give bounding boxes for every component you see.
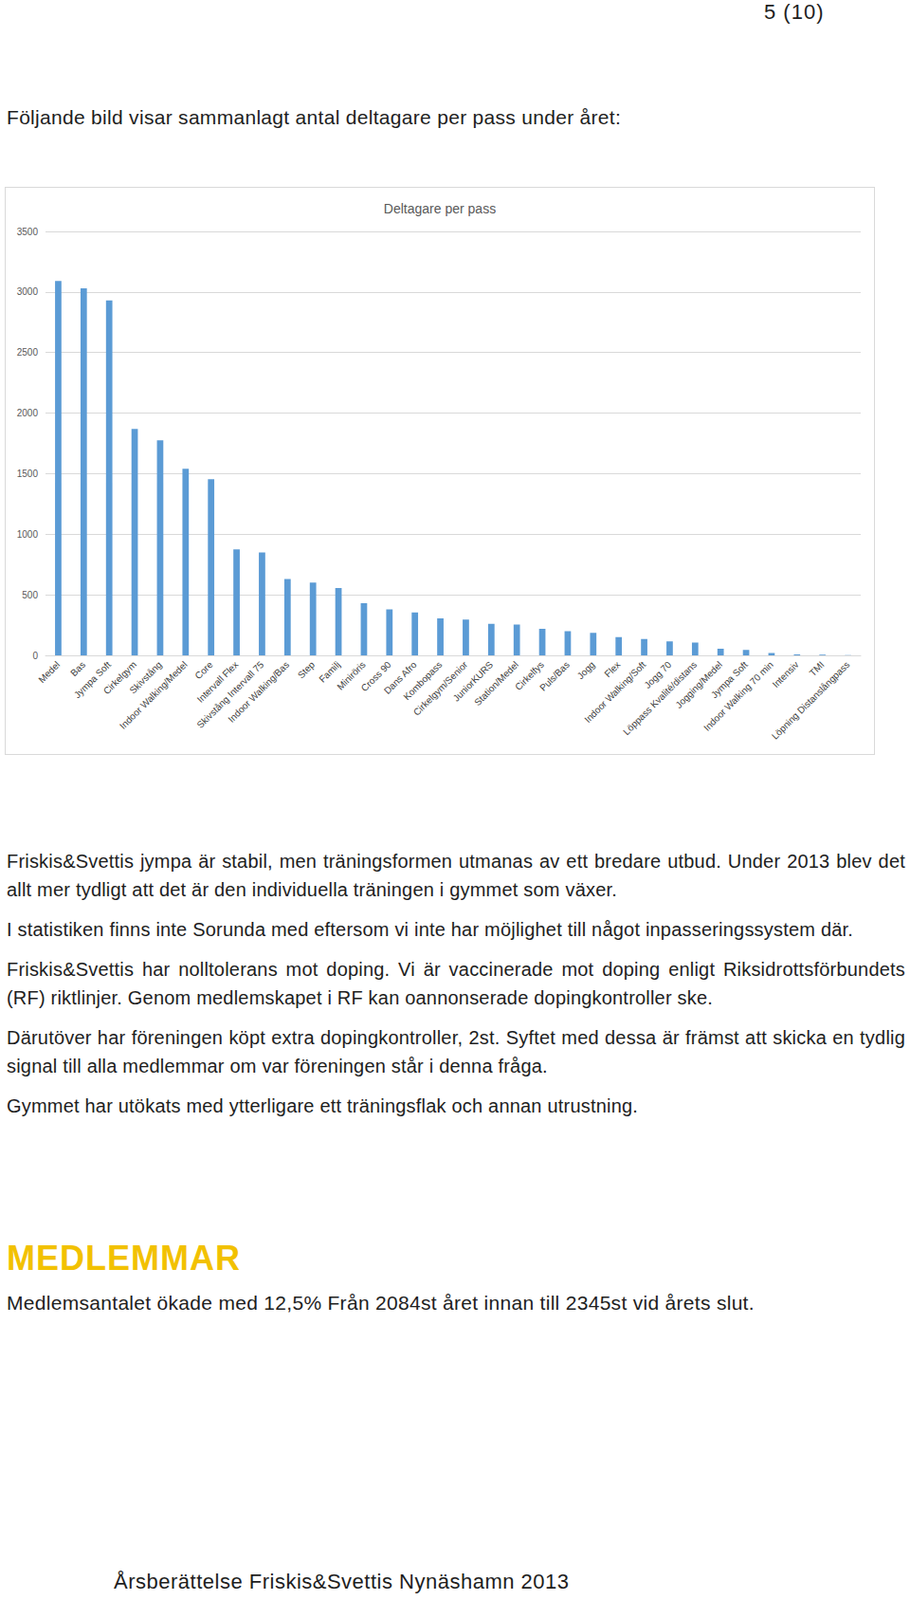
html-text:5 (10): 5 (10) bbox=[764, 0, 825, 24]
svg-text:Kombopass: Kombopass bbox=[401, 658, 445, 702]
html-text:Därutöver har föreningen köpt: Därutöver har föreningen köpt extra dopi… bbox=[6, 1026, 906, 1076]
svg-text:Jogg: Jogg bbox=[575, 658, 598, 681]
html-text:Följande bild visar sammanlagt: Följande bild visar sammanlagt antal del… bbox=[6, 106, 621, 128]
svg-text:Cross 90: Cross 90 bbox=[358, 658, 394, 694]
svg-text:1500: 1500 bbox=[17, 468, 39, 479]
html-text:Medlemsantalet ökade med 12,5%: Medlemsantalet ökade med 12,5% Från 2084… bbox=[6, 1291, 755, 1313]
html-text:Gymmet har utökats med ytterli: Gymmet har utökats med ytterligare ett t… bbox=[6, 1094, 638, 1116]
html-text:Årsberättelse Friskis&Svettis: Årsberättelse Friskis&Svettis Nynäshamn … bbox=[113, 1568, 570, 1593]
svg-text:Dans Afro: Dans Afro bbox=[381, 658, 419, 696]
svg-text:Jympa Soft: Jympa Soft bbox=[708, 658, 750, 700]
html-text:Friskis&Svettis jympa är stabi: Friskis&Svettis jympa är stabil, men trä… bbox=[6, 850, 906, 900]
svg-text:3500: 3500 bbox=[17, 226, 39, 237]
svg-text:Deltagare per pass: Deltagare per pass bbox=[383, 200, 496, 217]
svg-text:Bas: Bas bbox=[68, 658, 88, 678]
svg-text:Intensiv: Intensiv bbox=[770, 658, 801, 690]
svg-text:1000: 1000 bbox=[17, 528, 39, 540]
svg-text:Indoor Walking/Medel: Indoor Walking/Medel bbox=[117, 658, 190, 731]
svg-text:JuniorKURS: JuniorKURS bbox=[450, 658, 496, 704]
svg-text:500: 500 bbox=[21, 589, 38, 601]
svg-text:Miniröris: Miniröris bbox=[334, 658, 368, 692]
svg-text:TMI: TMI bbox=[807, 658, 827, 678]
svg-text:Skivstång: Skivstång bbox=[127, 658, 164, 696]
svg-text:Löpning Distanslångpass: Löpning Distanslångpass bbox=[769, 658, 853, 742]
svg-text:0: 0 bbox=[32, 650, 38, 661]
svg-text:Löppass Kvalité/distans: Löppass Kvalité/distans bbox=[621, 658, 699, 737]
svg-text:Indoor Walking/Bas: Indoor Walking/Bas bbox=[225, 658, 292, 725]
svg-text:Familj: Familj bbox=[316, 658, 343, 685]
svg-text:Flex: Flex bbox=[601, 658, 622, 679]
svg-text:Jogging/Medel: Jogging/Medel bbox=[673, 658, 725, 710]
svg-text:2000: 2000 bbox=[17, 407, 39, 419]
svg-text:Puls/Bas: Puls/Bas bbox=[537, 658, 572, 693]
svg-text:Station/Medel: Station/Medel bbox=[472, 658, 521, 708]
svg-text:Cirkelgym/Senior: Cirkelgym/Senior bbox=[411, 658, 470, 718]
html-text:Friskis&Svettis har nolltolera: Friskis&Svettis har nolltolerans mot dop… bbox=[6, 958, 906, 1008]
svg-text:Indoor Walking 70 min: Indoor Walking 70 min bbox=[701, 658, 776, 733]
svg-text:Jympa Soft: Jympa Soft bbox=[72, 658, 113, 700]
svg-text:Core: Core bbox=[192, 658, 215, 681]
svg-text:Step: Step bbox=[295, 658, 318, 681]
svg-text:Jogg 70: Jogg 70 bbox=[642, 658, 674, 691]
svg-text:3000: 3000 bbox=[17, 286, 39, 297]
html-text:I statistiken finns inte Sorun: I statistiken finns inte Sorunda med eft… bbox=[6, 918, 854, 940]
svg-text:Intervall Flex: Intervall Flex bbox=[194, 658, 241, 705]
svg-text:2500: 2500 bbox=[17, 346, 39, 358]
svg-text:Skivstång Intervall 75: Skivstång Intervall 75 bbox=[194, 658, 266, 730]
svg-text:Cirkelgym: Cirkelgym bbox=[101, 658, 139, 697]
svg-text:Cirkelfys: Cirkelfys bbox=[512, 658, 546, 692]
svg-text:Medel: Medel bbox=[36, 658, 62, 685]
html-text:MEDLEMMAR: MEDLEMMAR bbox=[6, 1237, 241, 1277]
svg-text:Indoor Walking/Soft: Indoor Walking/Soft bbox=[582, 658, 648, 725]
